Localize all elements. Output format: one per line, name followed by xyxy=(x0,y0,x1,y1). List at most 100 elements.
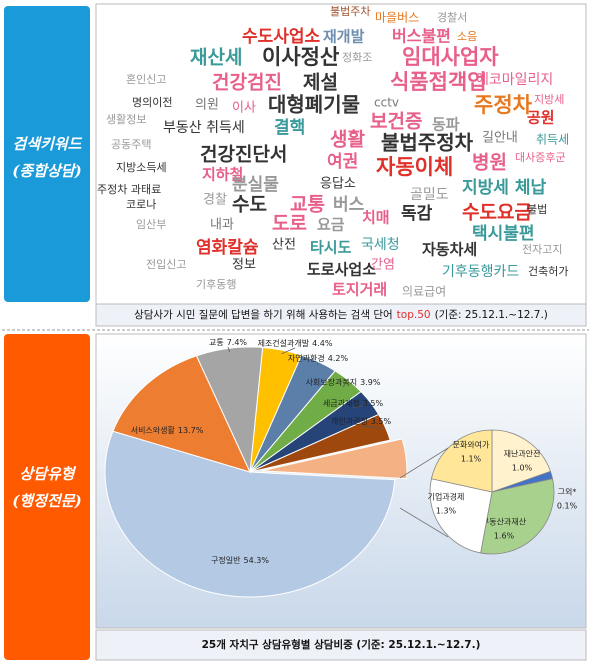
section-box xyxy=(4,6,90,302)
value-label: 1.3% xyxy=(436,507,457,516)
pie-slice xyxy=(429,478,493,554)
word: 수도 xyxy=(232,194,267,216)
word: 의료급여 xyxy=(402,285,446,299)
word: 교통 xyxy=(290,194,325,216)
word: 건강진단서 xyxy=(200,144,287,166)
word: 지방세 체납 xyxy=(462,178,546,198)
pies: 제조건설과개발 4.4%자연과환경 4.2%사회보장과복지 3.9%세금과재정 3.5%… xyxy=(104,338,578,598)
word: 혼인신고 xyxy=(126,73,166,86)
word: 기후동행카드 xyxy=(442,264,519,280)
word: 도로사업소 xyxy=(307,261,376,279)
word: 기후동행 xyxy=(196,278,236,291)
word: 산전 xyxy=(272,238,296,253)
word: 마을버스 xyxy=(375,11,419,25)
word: 정보 xyxy=(232,258,256,273)
slice-label: 자연과환경 4.2% xyxy=(288,353,349,363)
word: 불법주정차 xyxy=(381,131,474,155)
word: 공동주택 xyxy=(111,138,151,151)
value-label: 3.5% xyxy=(371,417,392,426)
section-subtitle: (행정전문) xyxy=(12,492,81,510)
word: 취득세 xyxy=(536,133,569,147)
pie-slice xyxy=(249,413,391,473)
value-label: 7.4% xyxy=(227,338,248,347)
value-label: 13.7% xyxy=(178,426,204,435)
category-label: 서비스와생활 xyxy=(131,425,176,435)
word: 타시도 xyxy=(310,239,352,257)
word: 재산세 xyxy=(190,47,242,69)
word: 치매 xyxy=(362,209,390,227)
pie-slice xyxy=(430,429,493,493)
slice-label: 교통 7.4% xyxy=(209,338,247,347)
caption-highlight: top.50 xyxy=(397,309,431,321)
word: cctv xyxy=(374,96,399,110)
leader-line xyxy=(360,425,382,429)
word: 생활 xyxy=(330,129,365,151)
slice-label: 기업과경제 xyxy=(428,492,465,502)
word: 응답소 xyxy=(320,177,356,192)
word: 생활정보 xyxy=(106,112,146,126)
word: 임산부 xyxy=(136,218,166,231)
word: 대사증후군 xyxy=(515,151,566,164)
word: 소음 xyxy=(457,30,477,43)
cloud-caption: 상담사가 시민 질문에 답변을 하기 위해 사용하는 검색 단어 top.50 (기… xyxy=(134,308,548,321)
word: 지방세 xyxy=(534,93,564,106)
slice-label: 그외* xyxy=(558,487,577,497)
word: 제설 xyxy=(303,72,338,94)
word: 결핵 xyxy=(274,118,305,138)
word: 분실물 xyxy=(232,175,279,195)
pie-slice xyxy=(261,438,408,480)
word: 공원 xyxy=(527,109,555,127)
caption-text: 상담사가 시민 질문에 답변을 하기 위해 사용하는 검색 단어 xyxy=(134,308,393,321)
word: 동파 xyxy=(432,116,460,134)
word: 부동산 취득세 xyxy=(163,120,245,136)
slice-label: 서비스와생활 13.7% xyxy=(131,425,204,435)
word: 에코마일리지 xyxy=(476,72,553,88)
pie-slice xyxy=(480,478,555,555)
word: 국세청 xyxy=(361,237,400,253)
slice-label: 부동산과재산 xyxy=(482,517,527,527)
word: 지방소득세 xyxy=(116,161,167,174)
category-label: 세금과재정 xyxy=(323,398,360,408)
category-label: 구정일반 xyxy=(211,555,241,565)
word: 지하철 xyxy=(202,166,243,184)
section-subtitle: (종합상담) xyxy=(12,162,81,180)
word: 길안내 xyxy=(482,131,518,146)
word: 염화칼슘 xyxy=(196,238,259,258)
slice-label: 문화와여가 xyxy=(453,440,490,450)
slice-label: 구정일반 54.3% xyxy=(211,555,269,565)
leader-line xyxy=(227,346,230,353)
caption-box xyxy=(95,629,587,661)
word: 주정차 과태료 xyxy=(97,183,161,196)
word: 내과 xyxy=(210,218,234,233)
category-label: 사회보장과복지 xyxy=(306,377,358,387)
value-label: 3.5% xyxy=(363,399,384,408)
category-label: 개인과권정 xyxy=(331,416,368,426)
leader-line xyxy=(281,347,296,355)
word: 대형폐기물 xyxy=(268,93,360,117)
word: 정화조 xyxy=(342,51,372,64)
word: 수도사업소 xyxy=(242,27,321,47)
leader-line xyxy=(352,404,368,409)
word: 보건증 xyxy=(370,111,422,133)
word: 택시불편 xyxy=(472,224,535,244)
value-label: 4.2% xyxy=(328,354,349,363)
slice-label: 사회보장과복지 3.9% xyxy=(306,377,381,387)
word: 주정차 xyxy=(474,93,533,117)
slice-label: 개인과권정 3.5% xyxy=(331,416,392,426)
chart-title: 25개 자치구 상담유형별 상담비중 (기준: 25.12.1.~12.7.) xyxy=(202,638,481,651)
word: 골밀도 xyxy=(410,187,449,203)
value-label: 54.3% xyxy=(244,556,270,565)
category-label: 제조건설과개발 xyxy=(258,338,310,348)
category-label: 자연과환경 xyxy=(288,353,325,363)
word: 수도요금 xyxy=(462,202,532,224)
word: 버스 xyxy=(333,195,365,215)
category-label: 교통 xyxy=(209,338,224,347)
value-label: 1.1% xyxy=(461,455,482,464)
word: 명의이전 xyxy=(132,96,172,109)
connector xyxy=(399,447,449,479)
pie-slice xyxy=(195,346,264,474)
pie-slice xyxy=(112,355,251,473)
word: 경찰 xyxy=(203,193,227,208)
